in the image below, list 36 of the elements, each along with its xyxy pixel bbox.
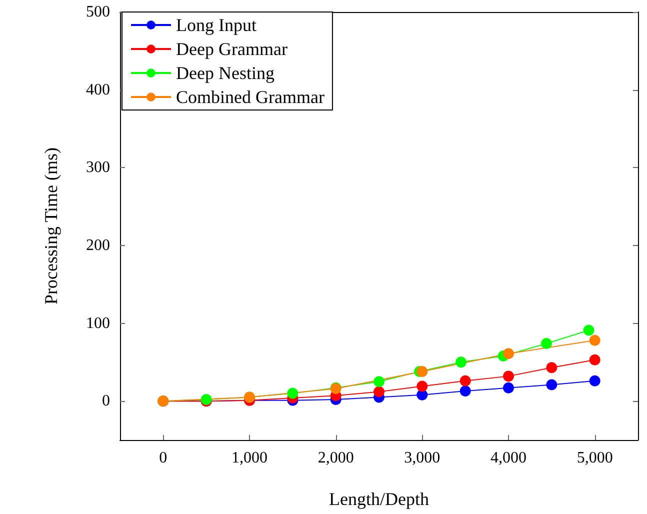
x-tick-label: 2,000 (318, 450, 354, 466)
legend-label: Deep Grammar (176, 39, 288, 59)
y-tick-label: 300 (86, 159, 110, 176)
x-tick-label: 1,000 (232, 450, 268, 466)
point (416, 366, 428, 378)
point (589, 334, 600, 346)
point (416, 380, 428, 392)
y-tick-label: 400 (86, 81, 110, 98)
legend-label: Long Input (176, 15, 256, 35)
y-tick-label: 100 (86, 314, 110, 332)
point (503, 382, 514, 394)
x-tick-label: 4,000 (490, 450, 526, 466)
point (541, 338, 552, 349)
legend-label: Combined Grammar (176, 87, 324, 107)
y-tick-label: 0 (102, 392, 110, 410)
point (589, 375, 600, 386)
legend-label: Deep Nesting (176, 63, 274, 83)
y-axis-title: Processing Time (ms) (41, 147, 61, 305)
x-tick-label: 3,000 (404, 450, 440, 466)
point (503, 348, 514, 360)
x-axis-title: Length/Depth (329, 489, 429, 509)
point (589, 354, 600, 366)
point (460, 385, 471, 396)
point (546, 362, 558, 374)
y-tick-label: 200 (86, 236, 110, 254)
x-tick-label: 0 (159, 450, 168, 466)
point (287, 388, 298, 399)
point (503, 370, 514, 382)
point (456, 356, 467, 368)
point (374, 376, 384, 388)
x-tick-label: 5,000 (576, 450, 613, 466)
point (546, 379, 558, 390)
point (583, 324, 594, 336)
point (374, 386, 384, 398)
point (460, 375, 471, 386)
y-tick-label: 500 (86, 4, 110, 20)
